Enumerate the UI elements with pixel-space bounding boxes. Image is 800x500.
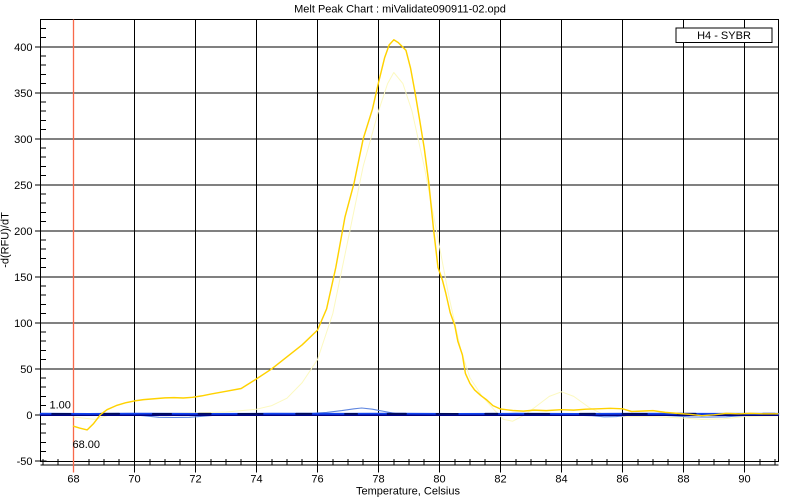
svg-text:76: 76 — [311, 474, 323, 486]
svg-text:1.00: 1.00 — [50, 400, 71, 412]
svg-text:Temperature, Celsius: Temperature, Celsius — [356, 486, 460, 498]
svg-text:100: 100 — [14, 318, 32, 330]
svg-text:90: 90 — [738, 474, 750, 486]
svg-text:70: 70 — [128, 474, 140, 486]
svg-text:84: 84 — [555, 474, 567, 486]
svg-text:400: 400 — [14, 42, 32, 54]
svg-text:86: 86 — [616, 474, 628, 486]
svg-text:50: 50 — [20, 364, 32, 376]
svg-text:250: 250 — [14, 180, 32, 192]
svg-text:H4 - SYBR: H4 - SYBR — [697, 30, 751, 42]
svg-text:200: 200 — [14, 226, 32, 238]
svg-text:88: 88 — [677, 474, 689, 486]
svg-text:150: 150 — [14, 272, 32, 284]
svg-text:78: 78 — [372, 474, 384, 486]
svg-text:80: 80 — [433, 474, 445, 486]
svg-text:74: 74 — [250, 474, 262, 486]
svg-text:0: 0 — [26, 410, 32, 422]
svg-text:72: 72 — [189, 474, 201, 486]
svg-text:68: 68 — [67, 474, 79, 486]
svg-text:300: 300 — [14, 134, 32, 146]
svg-text:82: 82 — [494, 474, 506, 486]
svg-text:-50: -50 — [17, 456, 33, 468]
svg-text:-d(RFU)/dT: -d(RFU)/dT — [0, 212, 12, 268]
svg-text:Melt Peak Chart : miValidate09: Melt Peak Chart : miValidate090911-02.op… — [294, 4, 506, 16]
svg-text:68.00: 68.00 — [73, 439, 101, 451]
svg-text:350: 350 — [14, 88, 32, 100]
